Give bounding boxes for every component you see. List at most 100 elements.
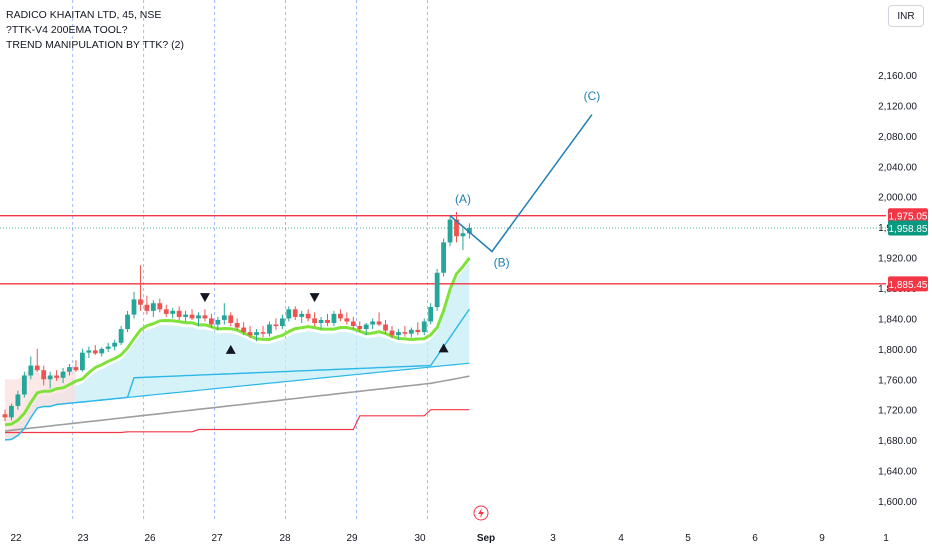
candle-body (344, 318, 350, 322)
candle-body (28, 365, 34, 376)
candle (441, 238, 446, 277)
candle-body (267, 324, 272, 334)
red-trail-line (5, 409, 470, 434)
candle-body (176, 310, 182, 317)
candle-body (454, 219, 459, 237)
candle (396, 329, 401, 340)
candle-body (338, 313, 343, 319)
candle-body (376, 321, 382, 325)
candles-layer (2, 211, 472, 422)
candle (112, 339, 118, 351)
indicator-trend-manipulation[interactable]: TREND MANIPULATION BY TTK? (2) (6, 39, 184, 51)
candle-body (150, 303, 156, 311)
candle-body (144, 304, 150, 311)
candle (41, 365, 47, 386)
signal-up-arrow (438, 343, 449, 353)
price-tick-label: 2,000.00 (878, 193, 917, 204)
currency-button[interactable]: INR (888, 5, 924, 27)
candle (54, 370, 59, 381)
candle (305, 309, 311, 322)
candle (460, 228, 466, 250)
candle-body (54, 375, 59, 378)
candle-body (21, 375, 27, 395)
price-axis[interactable]: 1,600.00 1,640.00 1,680.00 1,720.00 1,760.00… (878, 71, 928, 508)
cloud-layer (5, 262, 470, 440)
time-tick-label: 23 (77, 533, 89, 544)
candle-body (99, 348, 105, 354)
candle (447, 215, 453, 247)
candle-body (325, 319, 330, 323)
candle (125, 310, 130, 333)
level-price-badge-0: 1,975.05 (889, 212, 928, 223)
time-tick-label: 28 (279, 533, 291, 544)
candle (299, 310, 305, 323)
candle-body (41, 370, 47, 380)
candle (150, 300, 156, 317)
candle (105, 342, 111, 352)
candle-body (86, 350, 92, 353)
candle-body (163, 309, 169, 314)
last-price-badge-bg (888, 220, 928, 236)
candle (260, 326, 266, 338)
candle-body (2, 414, 8, 418)
candle (421, 318, 427, 336)
candle-body (105, 346, 111, 349)
indicator-ema-tool[interactable]: ?TTK-V4 200EMA TOOL? (6, 24, 128, 36)
price-tick-label: 2,120.00 (878, 101, 917, 112)
candle-body (209, 318, 214, 325)
candle-body (421, 321, 427, 333)
candle-body (234, 322, 240, 328)
symbol-title[interactable]: RADICO KHAITAN LTD, 45, NSE (6, 9, 162, 21)
candle-body (408, 329, 414, 334)
signal-down-arrow (199, 293, 210, 303)
chart-legend: RADICO KHAITAN LTD, 45, NSE ?TTK-V4 200E… (6, 8, 184, 53)
candle (176, 306, 182, 320)
candle (434, 268, 440, 311)
candle-body (34, 365, 40, 371)
candle-body (125, 314, 130, 330)
candle-body (92, 350, 98, 354)
level-price-badge-0-bg (888, 208, 928, 224)
candle-body (15, 394, 21, 406)
time-tick-label: 4 (618, 533, 624, 544)
candle-body (447, 219, 453, 243)
candle (454, 211, 459, 243)
candle-body (383, 324, 388, 331)
candle (241, 322, 247, 336)
candle (196, 312, 201, 327)
candle-body (441, 242, 446, 273)
candle-body (389, 330, 395, 336)
wave-label: (A) (455, 192, 471, 206)
candle-body (170, 310, 176, 314)
candle (215, 316, 221, 330)
level-price-badge-1: 1,885.45 (889, 280, 928, 291)
candle-body (215, 319, 221, 325)
candle-body (434, 272, 440, 308)
price-tick-label: 1,720.00 (878, 406, 917, 417)
wave-label: (C) (584, 89, 601, 103)
time-tick-label: 9 (819, 533, 825, 544)
time-axis[interactable]: 22 23 26 27 28 29 30 Sep 3 4 5 6 9 1 (10, 533, 889, 544)
candle (376, 312, 382, 327)
time-tick-label: 3 (550, 533, 556, 544)
candle (202, 309, 208, 322)
candle-body (305, 313, 311, 319)
candle-body (196, 315, 201, 319)
candle (389, 326, 395, 339)
candle-body (318, 319, 324, 323)
time-tick-label: 22 (10, 533, 22, 544)
price-tick-label: 1,680.00 (878, 436, 917, 447)
candle-body (286, 309, 292, 319)
candle-body (228, 315, 234, 323)
candle (67, 364, 72, 376)
price-tick-label: 1,920.00 (878, 254, 917, 265)
candle (467, 223, 472, 239)
background-layer (72, 0, 428, 522)
candle-body (460, 233, 466, 237)
candle (228, 312, 234, 327)
candle (163, 304, 169, 317)
indicator-lines-layer (0, 214, 886, 441)
price-tick-label: 2,040.00 (878, 162, 917, 173)
time-tick-label: 5 (685, 533, 691, 544)
